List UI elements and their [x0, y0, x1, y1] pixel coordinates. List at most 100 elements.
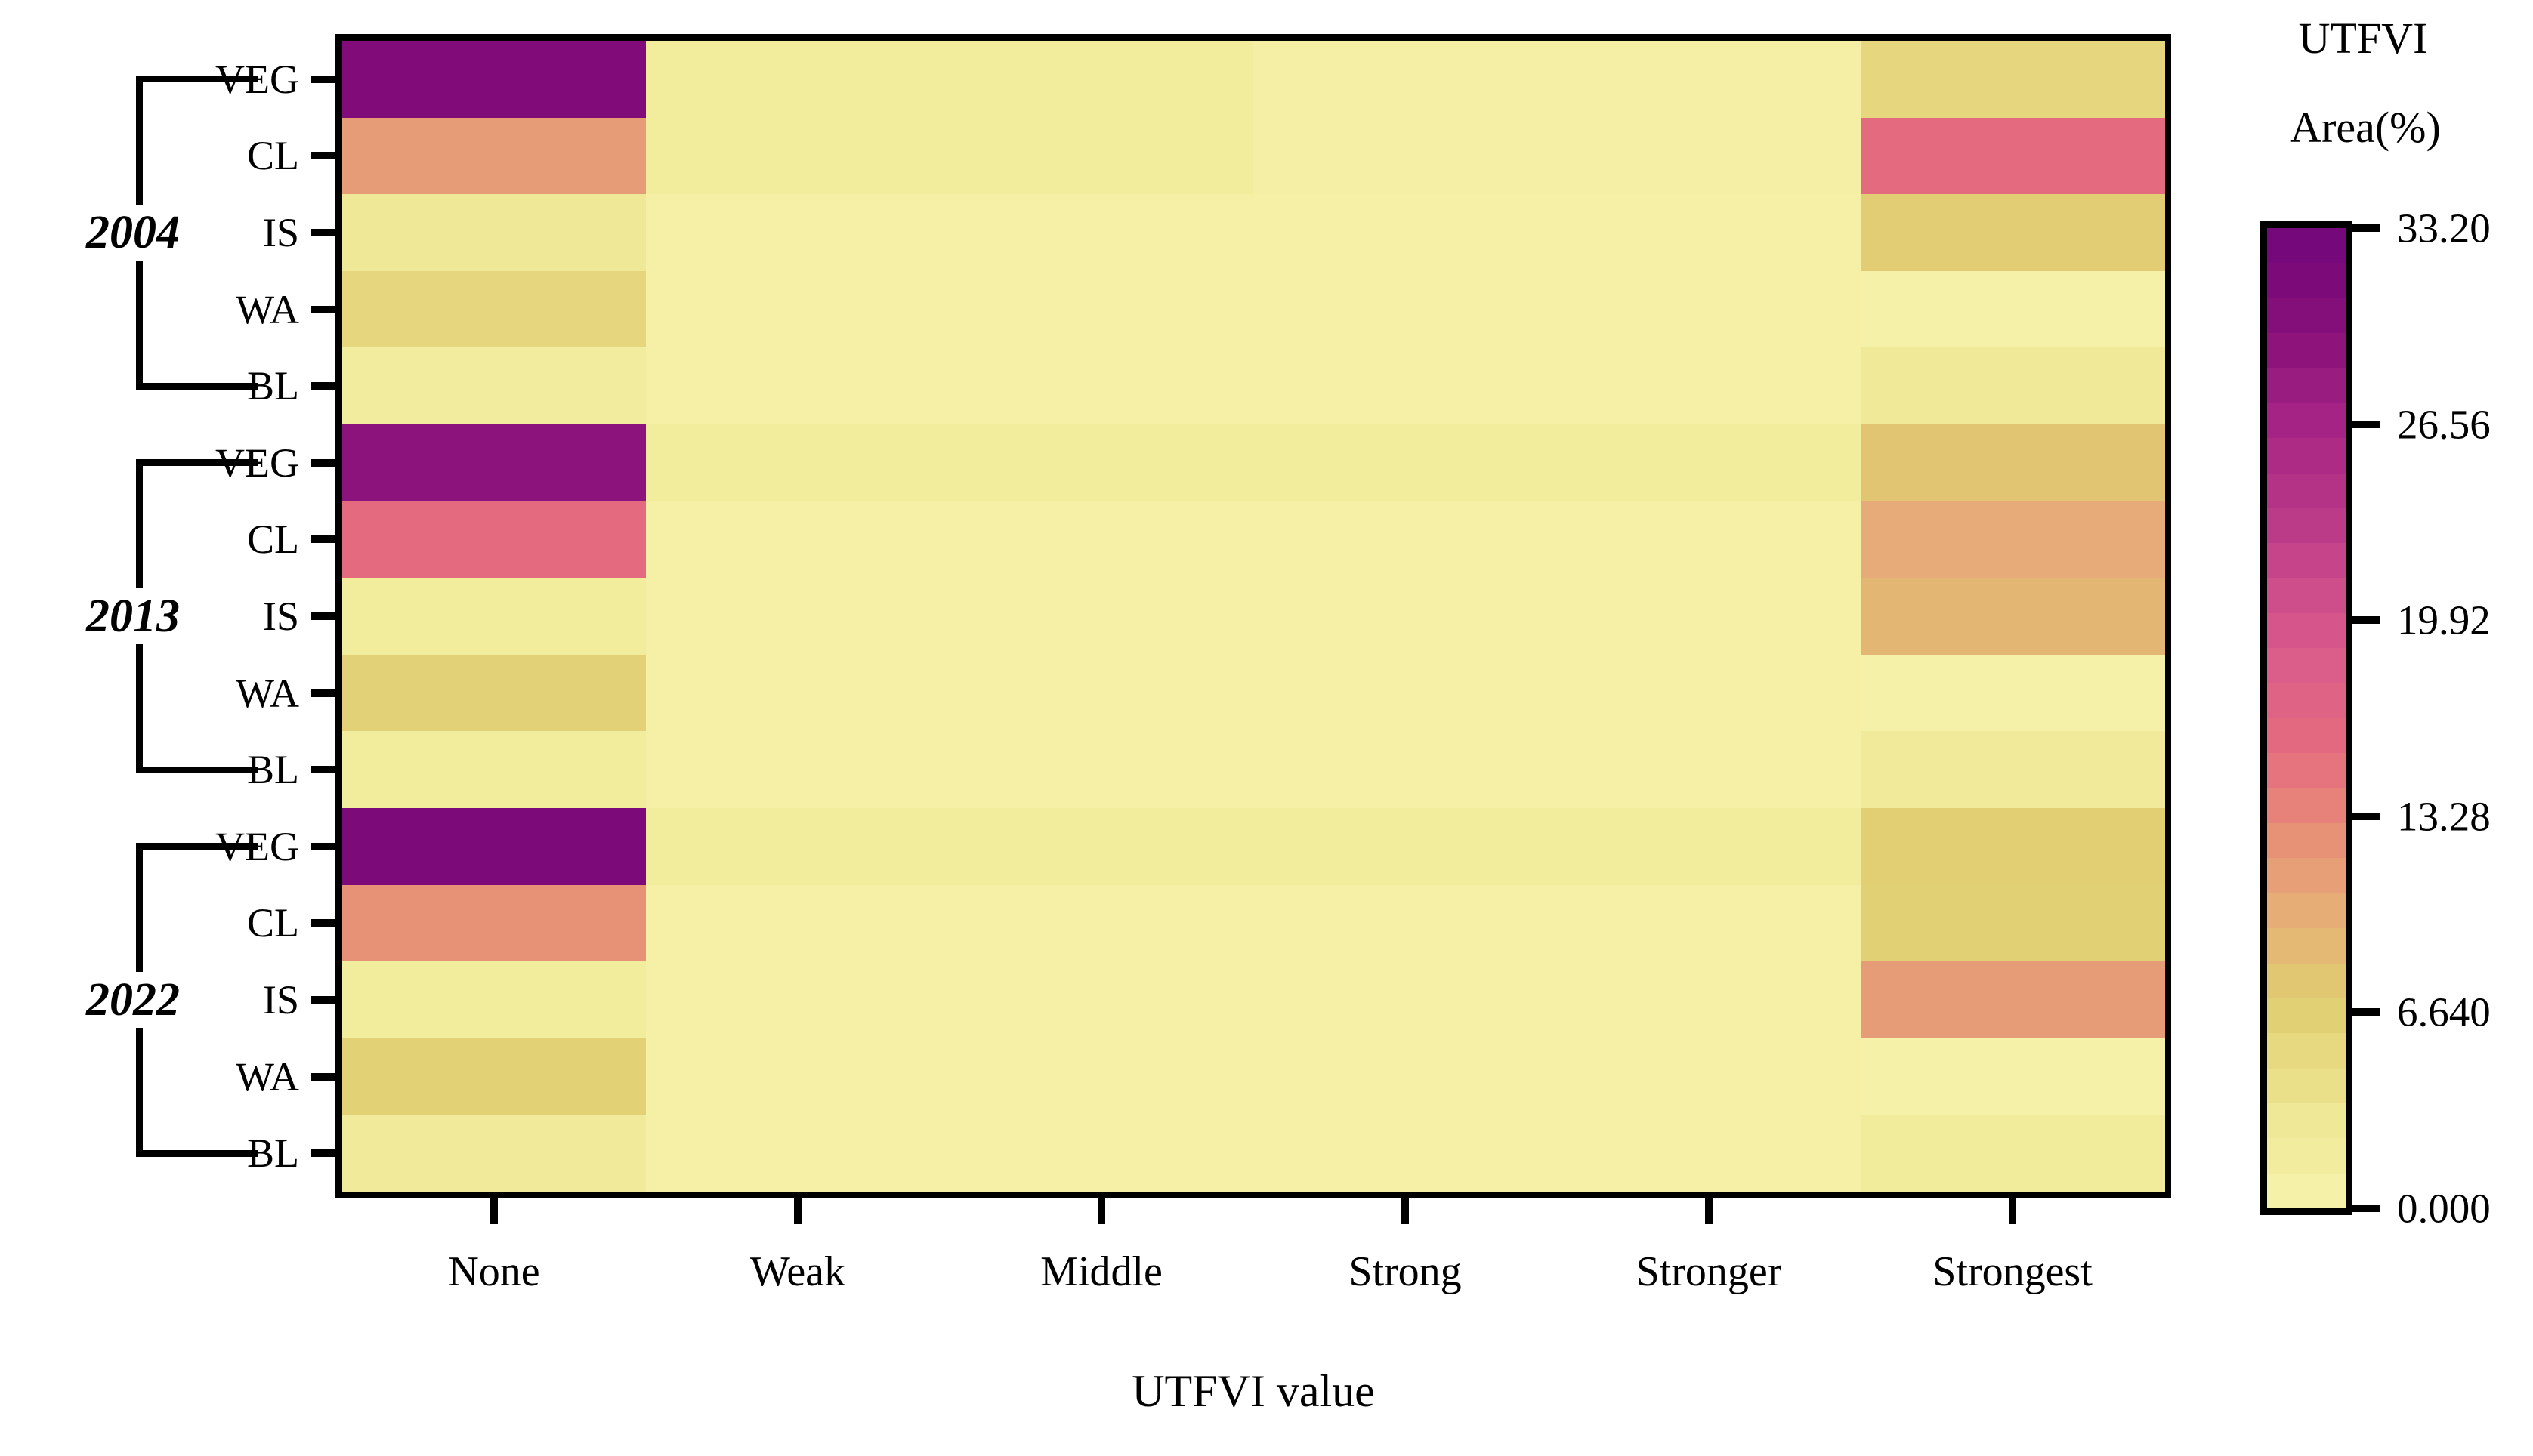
cell-2022-IS-Strong	[1253, 961, 1558, 1039]
cell-2004-VEG-Middle	[950, 41, 1254, 119]
cell-2022-WA-Strongest	[1861, 1038, 2165, 1115]
cell-2022-WA-Weak	[646, 1038, 950, 1115]
cell-2013-WA-Strongest	[1861, 654, 2165, 732]
cell-2013-VEG-None	[342, 424, 647, 502]
cell-2004-IS-Middle	[950, 194, 1254, 272]
y-tick-2004-IS	[311, 229, 335, 236]
cell-2022-VEG-Strong	[1253, 808, 1558, 886]
cell-2004-CL-Middle	[950, 117, 1254, 195]
bracket-2004-top-arm	[136, 76, 258, 83]
cell-2022-WA-None	[342, 1038, 647, 1115]
row-label-2004-CL: CL	[246, 133, 299, 179]
year-label-2004: 2004	[83, 205, 183, 261]
cell-2022-BL-Weak	[646, 1115, 950, 1192]
bracket-2022-top-arm	[136, 843, 258, 850]
colorbar-band-16	[2267, 788, 2346, 824]
x-tick-Strongest	[2009, 1198, 2016, 1224]
cell-2013-CL-Middle	[950, 501, 1254, 578]
x-label-Strong: Strong	[1348, 1248, 1462, 1295]
cell-2004-CL-Strongest	[1861, 117, 2165, 195]
cell-2004-WA-Strong	[1253, 270, 1558, 348]
y-tick-2004-CL	[311, 152, 335, 160]
y-tick-2022-WA	[311, 1072, 335, 1081]
colorbar-band-18	[2267, 858, 2346, 894]
colorbar-band-3	[2267, 333, 2346, 369]
cell-2013-IS-Middle	[950, 578, 1254, 656]
y-tick-2004-VEG	[311, 75, 335, 83]
cell-2004-VEG-Stronger	[1557, 41, 1861, 119]
x-tick-Weak	[794, 1198, 802, 1224]
y-tick-2022-IS	[311, 996, 335, 1004]
colorbar-band-5	[2267, 403, 2346, 439]
cell-2022-CL-Strongest	[1861, 884, 2165, 962]
colorbar-tick-0.000	[2352, 1205, 2380, 1212]
cell-2022-VEG-Stronger	[1557, 808, 1861, 886]
colorbar-title-line2: Area(%)	[2290, 103, 2441, 152]
colorbar-band-9	[2267, 543, 2346, 579]
y-tick-2013-VEG	[311, 458, 335, 467]
x-label-Middle: Middle	[1040, 1248, 1163, 1295]
cell-2013-WA-Stronger	[1557, 654, 1861, 732]
cell-2004-CL-None	[342, 117, 647, 195]
cell-2013-VEG-Weak	[646, 424, 950, 502]
cell-2022-VEG-Middle	[950, 808, 1254, 886]
cell-2013-IS-Strongest	[1861, 578, 2165, 656]
y-tick-2022-BL	[311, 1149, 335, 1158]
cell-2022-IS-Strongest	[1861, 961, 2165, 1039]
colorbar-band-22	[2267, 998, 2346, 1034]
cell-2004-BL-Strongest	[1861, 347, 2165, 425]
cell-2022-BL-Strong	[1253, 1115, 1558, 1192]
colorbar-tick-label-33.20: 33.20	[2397, 205, 2491, 251]
x-tick-Middle	[1098, 1198, 1105, 1224]
colorbar-band-14	[2267, 718, 2346, 754]
x-tick-None	[490, 1198, 498, 1224]
cell-2004-CL-Strong	[1253, 117, 1558, 195]
cell-2013-CL-Strong	[1253, 501, 1558, 578]
cell-2013-BL-Stronger	[1557, 731, 1861, 809]
cell-2013-WA-Middle	[950, 654, 1254, 732]
cell-2022-IS-None	[342, 961, 647, 1039]
cell-2004-WA-Strongest	[1861, 270, 2165, 348]
cell-2022-BL-Stronger	[1557, 1115, 1861, 1192]
cell-2013-IS-None	[342, 578, 647, 656]
cell-2013-WA-Weak	[646, 654, 950, 732]
cell-2004-BL-Stronger	[1557, 347, 1861, 425]
colorbar-band-26	[2267, 1138, 2346, 1174]
cell-2022-WA-Middle	[950, 1038, 1254, 1115]
y-tick-2013-CL	[311, 535, 335, 544]
colorbar-tick-33.20	[2352, 224, 2380, 232]
x-axis-title: UTFVI value	[1132, 1366, 1375, 1416]
cell-2022-IS-Weak	[646, 961, 950, 1039]
colorbar-band-24	[2267, 1068, 2346, 1104]
cell-2013-BL-Strongest	[1861, 731, 2165, 809]
cell-2022-VEG-None	[342, 808, 647, 886]
cell-2022-BL-Middle	[950, 1115, 1254, 1192]
colorbar-tick-label-26.56: 26.56	[2397, 401, 2491, 448]
y-tick-2004-BL	[311, 382, 335, 390]
year-label-2022: 2022	[83, 972, 183, 1028]
cell-2013-VEG-Strong	[1253, 424, 1558, 502]
cell-2004-CL-Weak	[646, 117, 950, 195]
y-tick-2022-CL	[311, 919, 335, 927]
colorbar-tick-label-19.92: 19.92	[2397, 597, 2491, 643]
cell-2013-VEG-Stronger	[1557, 424, 1861, 502]
cell-2004-VEG-Strongest	[1861, 41, 2165, 119]
x-tick-Stronger	[1705, 1198, 1713, 1224]
colorbar-band-0	[2267, 228, 2346, 264]
cell-2022-VEG-Weak	[646, 808, 950, 886]
row-label-2004-IS: IS	[262, 210, 299, 255]
cell-2022-CL-Strong	[1253, 884, 1558, 962]
colorbar-tick-label-13.28: 13.28	[2397, 793, 2491, 840]
year-label-2013: 2013	[83, 588, 183, 644]
colorbar-tick-6.640	[2352, 1008, 2380, 1016]
colorbar-band-2	[2267, 298, 2346, 334]
cell-2022-CL-Middle	[950, 884, 1254, 962]
cell-2022-BL-Strongest	[1861, 1115, 2165, 1192]
bracket-2013-bottom-arm	[136, 766, 258, 773]
colorbar-band-19	[2267, 893, 2346, 929]
x-label-Weak: Weak	[749, 1248, 846, 1295]
cell-2013-IS-Weak	[646, 578, 950, 656]
bracket-2004-bottom-arm	[136, 382, 258, 390]
cell-2013-VEG-Strongest	[1861, 424, 2165, 502]
